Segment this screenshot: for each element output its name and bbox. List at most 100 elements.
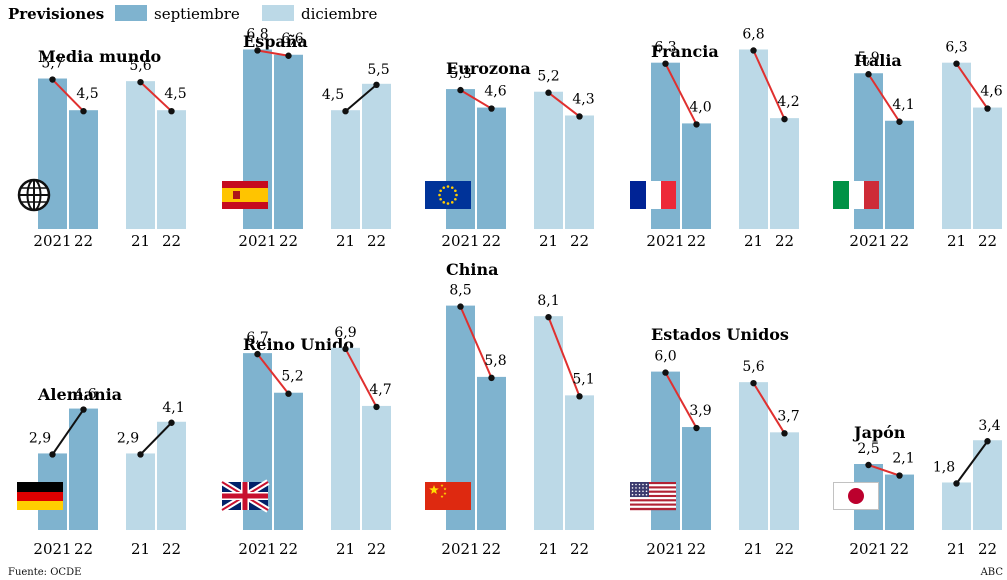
bar xyxy=(534,91,563,229)
flag-part xyxy=(630,507,676,511)
data-point xyxy=(373,403,380,411)
coat-of-arms xyxy=(233,191,240,199)
trend-line xyxy=(51,78,85,112)
bar xyxy=(274,54,303,230)
tick-label: 2021 xyxy=(849,232,887,250)
data-point xyxy=(953,480,960,487)
flag-part xyxy=(630,499,676,502)
data-point xyxy=(137,78,144,86)
panel-title: Reino Unido xyxy=(243,335,354,354)
china-star xyxy=(440,483,444,487)
usa-star xyxy=(638,483,641,486)
source-note: Fuente: OCDE xyxy=(8,567,82,578)
bar xyxy=(565,115,594,229)
germany-flag-icon xyxy=(17,482,63,510)
bar xyxy=(477,376,506,530)
data-point xyxy=(693,424,700,432)
legend-swatch-december xyxy=(262,5,294,21)
data-point xyxy=(750,47,757,54)
data-point xyxy=(254,350,261,358)
flag-part xyxy=(630,505,676,509)
tick-label: 21 xyxy=(947,540,966,558)
data-point xyxy=(285,52,292,59)
flag-part xyxy=(630,486,676,489)
value-label: 5,9 xyxy=(857,50,879,66)
tick-label: 2021 xyxy=(33,540,71,558)
bar xyxy=(274,392,303,530)
flag-part xyxy=(630,482,649,497)
tick-label: 2021 xyxy=(849,540,887,558)
eu-star xyxy=(454,197,457,201)
value-label: 8,1 xyxy=(537,293,559,309)
tick-label: 21 xyxy=(539,540,558,558)
tick-label: 22 xyxy=(978,540,997,558)
usa-star xyxy=(642,487,644,489)
trend-line xyxy=(547,316,581,397)
data-point xyxy=(373,81,380,89)
usa-star xyxy=(635,493,637,496)
bar xyxy=(770,118,799,229)
eu-star xyxy=(442,201,446,204)
bar xyxy=(69,408,98,530)
flag-border xyxy=(833,482,879,510)
bar xyxy=(331,110,360,229)
tick-label: 22 xyxy=(775,232,794,250)
japan-disc xyxy=(848,488,864,504)
china-star xyxy=(443,491,447,495)
bar xyxy=(362,83,391,229)
brand-label: ABC xyxy=(980,567,1003,578)
data-point xyxy=(984,105,991,112)
trend-line xyxy=(257,49,289,57)
trend-line xyxy=(752,50,786,120)
usa-star xyxy=(631,490,634,493)
value-label: 6,6 xyxy=(281,31,303,47)
eu-star xyxy=(442,186,446,189)
value-label: 5,3 xyxy=(449,66,471,82)
bar xyxy=(942,482,971,530)
eu-star xyxy=(450,186,454,189)
trend-line xyxy=(547,91,581,118)
usa-star xyxy=(631,493,634,496)
bar xyxy=(770,432,799,530)
trend-line xyxy=(344,84,378,112)
data-point xyxy=(488,105,495,112)
bar xyxy=(739,382,768,530)
flag-part xyxy=(630,492,676,496)
eu-star xyxy=(446,202,450,205)
data-point xyxy=(342,345,349,353)
trend-line xyxy=(256,353,290,395)
tick-label: 21 xyxy=(539,232,558,250)
tick-label: 22 xyxy=(367,540,386,558)
flag-part xyxy=(630,482,676,485)
uk-flag-icon xyxy=(220,479,270,513)
data-point xyxy=(693,121,700,128)
flag-part xyxy=(630,497,676,500)
bar xyxy=(362,405,391,530)
bar xyxy=(885,120,914,229)
panel-title: Japón xyxy=(852,423,906,442)
flag-part xyxy=(630,181,646,209)
trend-line xyxy=(868,464,900,477)
tick-label: 22 xyxy=(162,232,181,250)
bar xyxy=(739,49,768,230)
data-point xyxy=(662,60,669,67)
tick-label: 22 xyxy=(978,232,997,250)
legend-title: Previsiones xyxy=(8,5,104,23)
bar xyxy=(331,347,360,530)
trend-line xyxy=(459,306,493,379)
legend-swatch-september xyxy=(115,5,147,21)
tick-label: 2021 xyxy=(441,232,479,250)
tick-label: 2021 xyxy=(646,232,684,250)
tick-label: 22 xyxy=(687,232,706,250)
data-point xyxy=(953,60,960,67)
value-label: 2,9 xyxy=(29,430,51,446)
usa-star xyxy=(635,487,637,489)
value-label: 4,6 xyxy=(980,84,1002,100)
italy-flag-icon xyxy=(833,181,879,209)
tick-label: 22 xyxy=(279,232,298,250)
tick-label: 2021 xyxy=(646,540,684,558)
bar xyxy=(942,62,971,230)
value-label: 5,6 xyxy=(742,359,764,375)
